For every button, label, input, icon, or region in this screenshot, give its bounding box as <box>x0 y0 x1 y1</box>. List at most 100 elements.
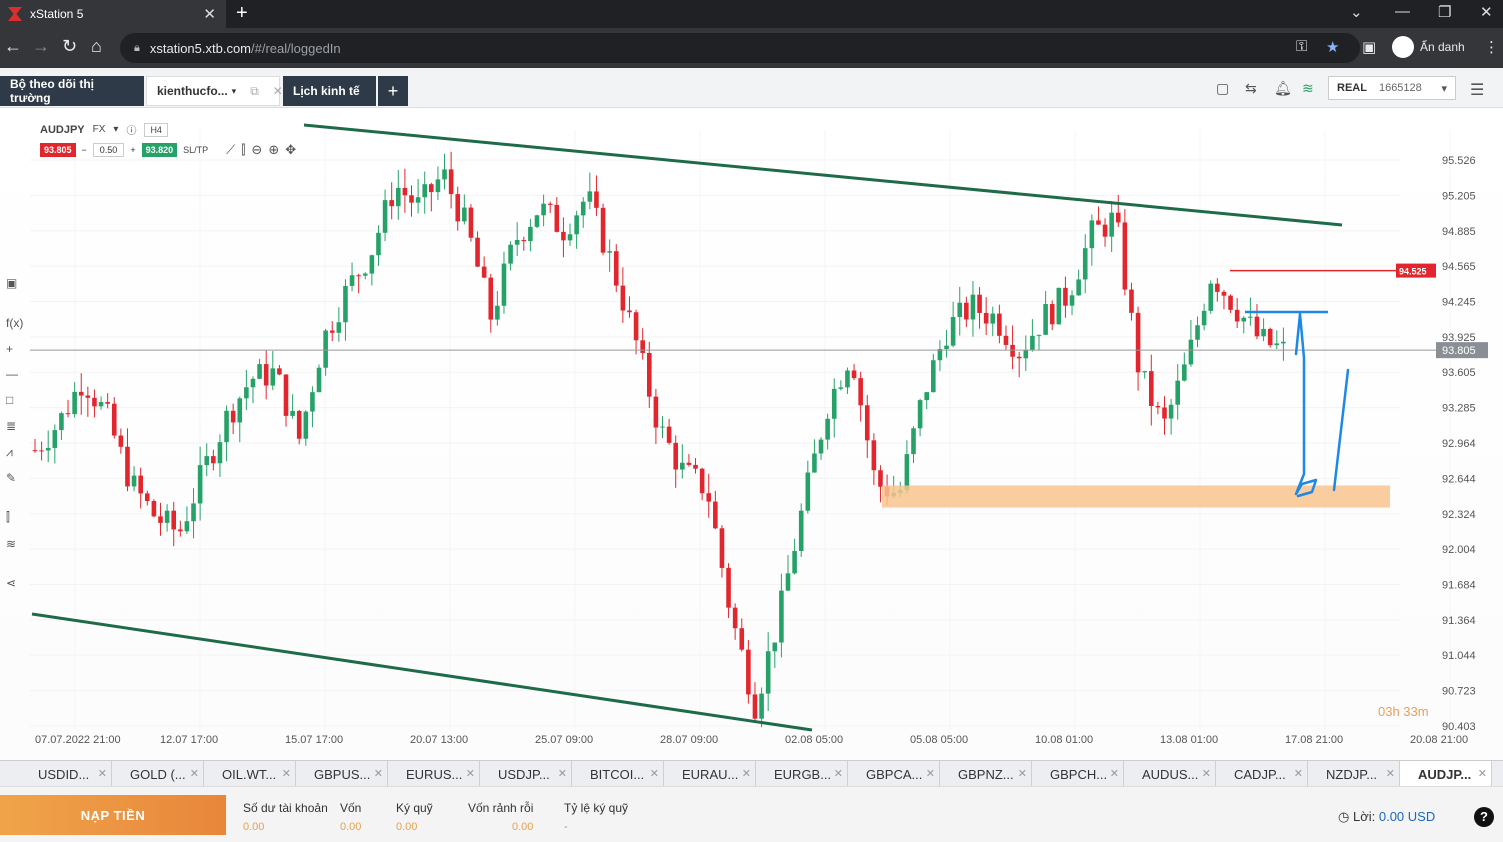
line-tool-icon[interactable]: — <box>6 367 18 381</box>
tab-custom-workspace[interactable]: kienthucfo... ▾ ⧉ ✕ <box>146 76 283 106</box>
instrument-tab[interactable]: OIL.WT... ✕ <box>204 761 296 787</box>
close-tab-icon[interactable]: ✕ <box>925 768 935 780</box>
y-tick-label: 95.205 <box>1442 190 1476 202</box>
move-icon[interactable]: ✥ <box>285 142 297 157</box>
buy-button[interactable]: 93.820 <box>141 143 178 157</box>
reload-icon[interactable]: ↻ <box>62 36 78 56</box>
chevron-down-icon[interactable]: ▾ <box>113 124 119 135</box>
close-tab-icon[interactable]: ✕ <box>649 768 659 780</box>
hamburger-menu-icon[interactable]: ☰ <box>1470 82 1485 99</box>
close-tab-icon[interactable]: ✕ <box>1477 768 1487 780</box>
instrument-tab[interactable]: AUDUS... ✕ <box>1124 761 1216 787</box>
minimize-button[interactable]: — <box>1395 3 1410 20</box>
help-icon[interactable]: ? <box>1474 807 1494 827</box>
instrument-tab[interactable]: AUDJP... ✕ <box>1400 761 1492 787</box>
zoom-in-icon[interactable]: ⊕ <box>268 142 280 157</box>
instrument-tab[interactable]: EURUS... ✕ <box>388 761 480 787</box>
account-selector[interactable]: REAL 1665128 ▾ <box>1328 76 1456 100</box>
instrument-tab-label: GOLD (... <box>130 766 186 782</box>
sell-button[interactable]: 93.805 <box>40 143 76 157</box>
info-icon[interactable]: ⓘ <box>126 126 137 137</box>
candlestick-icon[interactable]: ⫿ <box>241 142 246 157</box>
instrument-tab[interactable]: NZDJP... ✕ <box>1308 761 1400 787</box>
key-icon[interactable]: ⚿ <box>1296 38 1308 55</box>
instrument-tab[interactable]: GBPNZ... ✕ <box>940 761 1032 787</box>
close-tab-icon[interactable]: ✕ <box>741 768 751 780</box>
close-window-button[interactable]: ✕ <box>1480 4 1493 21</box>
sltp-button[interactable]: SL/TP <box>183 145 209 155</box>
candles-icon[interactable]: ⫿ <box>6 510 10 524</box>
volume-decrease[interactable]: − <box>81 145 87 155</box>
forward-icon[interactable]: → <box>32 36 50 56</box>
candle-body <box>369 255 375 274</box>
price-chart[interactable]: 93.805 94.525 95.526 95.205 94.885 94.565 94.… <box>0 108 1503 760</box>
chevron-down-icon[interactable]: ▾ <box>231 85 237 96</box>
bookmark-star-icon[interactable]: ★ <box>1326 39 1340 56</box>
instrument-tab[interactable]: EURGB... ✕ <box>756 761 848 787</box>
close-tab-icon[interactable]: ✕ <box>1109 768 1119 780</box>
symbol-label[interactable]: AUDJPY <box>40 123 85 136</box>
y-tick-label: 91.044 <box>1442 650 1476 662</box>
close-tab-icon[interactable]: ✕ <box>1385 768 1395 780</box>
pencil-icon[interactable]: ✎ <box>6 471 17 485</box>
chart-type-icon[interactable]: ▣ <box>6 276 18 290</box>
close-tab-icon[interactable]: ✕ <box>557 768 567 780</box>
close-tab-icon[interactable]: ✕ <box>833 768 843 780</box>
stat-value: 0.00 <box>243 821 265 833</box>
close-tab-icon[interactable]: ✕ <box>203 6 216 23</box>
instrument-tab[interactable]: GBPUS... ✕ <box>296 761 388 787</box>
close-tab-icon[interactable]: ✕ <box>281 768 291 780</box>
y-tick-label: 92.004 <box>1442 544 1476 556</box>
timeframe-select[interactable]: H4 <box>144 122 168 137</box>
home-icon[interactable]: ⌂ <box>91 36 102 56</box>
incognito-indicator[interactable]: Ẩn danh <box>1392 36 1465 58</box>
close-tab-icon[interactable]: ✕ <box>373 768 383 780</box>
browser-tab[interactable]: xStation 5 ✕ <box>0 0 226 28</box>
tab-market-watch[interactable]: Bộ theo dõi thị trường <box>0 76 144 106</box>
add-tab-button[interactable]: + <box>378 76 408 106</box>
drawing-toolbar: ▣ f(x) + — □ ≣ ⩘ ✎ ⫿ ≋ ⋖ <box>0 108 26 760</box>
tab-economic-calendar[interactable]: Lịch kinh tế <box>283 76 376 106</box>
bell-icon[interactable]: 🔔︎ <box>1274 80 1292 96</box>
instrument-tab[interactable]: USDID... ✕ <box>20 761 112 787</box>
line-chart-icon[interactable]: ⟋ <box>226 142 236 157</box>
pitchfork-icon[interactable]: ⩘ <box>6 445 13 459</box>
close-tab-icon[interactable]: ✕ <box>1017 768 1027 780</box>
currency-icon[interactable]: ⇆ <box>1245 80 1257 96</box>
new-tab-button[interactable]: + <box>236 2 248 24</box>
crosshair-icon[interactable]: + <box>6 342 14 356</box>
instrument-tab[interactable]: GBPCA... ✕ <box>848 761 940 787</box>
close-tab-icon[interactable]: ✕ <box>1201 768 1211 780</box>
zoom-out-icon[interactable]: ⊖ <box>251 142 263 157</box>
close-tab-icon[interactable]: ✕ <box>465 768 475 780</box>
tab-search-icon[interactable]: ⌄ <box>1350 4 1363 21</box>
address-input[interactable]: 🔒︎ xstation5.xtb.com /#/real/loggedIn <box>120 33 1360 63</box>
deposit-button[interactable]: NẠP TIỀN <box>0 795 226 835</box>
back-icon[interactable]: ← <box>4 36 22 56</box>
browser-menu-icon[interactable]: ⋮ <box>1484 39 1499 56</box>
share-icon[interactable]: ⋖ <box>6 576 17 590</box>
volume-input[interactable]: 0.50 <box>92 143 125 157</box>
volume-increase[interactable]: + <box>130 145 136 155</box>
indicators-icon[interactable]: f(x) <box>6 316 24 330</box>
restore-button[interactable]: ❐ <box>1438 4 1452 21</box>
instrument-tab[interactable]: EURAU... ✕ <box>664 761 756 787</box>
fibonacci-icon[interactable]: ≣ <box>6 419 17 433</box>
wifi-icon: ≋ <box>1302 80 1314 96</box>
close-tab-icon[interactable]: ✕ <box>97 768 107 780</box>
rectangle-tool-icon[interactable]: □ <box>6 393 14 407</box>
close-tab-icon[interactable]: ✕ <box>189 768 199 780</box>
instrument-tab[interactable]: GBPCH... ✕ <box>1032 761 1124 787</box>
close-tab-icon[interactable]: ✕ <box>1293 768 1303 780</box>
reading-list-icon[interactable]: ▣ <box>1362 39 1377 56</box>
instrument-tab[interactable]: USDJP... ✕ <box>480 761 572 787</box>
layout-icon[interactable]: ▢ <box>1216 80 1230 96</box>
close-icon[interactable]: ✕ <box>272 84 283 98</box>
instrument-tab[interactable]: CADJP... ✕ <box>1216 761 1308 787</box>
account-number: 1665128 <box>1378 82 1422 94</box>
instrument-tab[interactable]: BITCOI... ✕ <box>572 761 664 787</box>
candle-body <box>964 302 969 320</box>
popout-icon[interactable]: ⧉ <box>250 83 259 98</box>
instrument-tab[interactable]: GOLD (... ✕ <box>112 761 204 787</box>
layers-icon[interactable]: ≋ <box>6 537 17 551</box>
